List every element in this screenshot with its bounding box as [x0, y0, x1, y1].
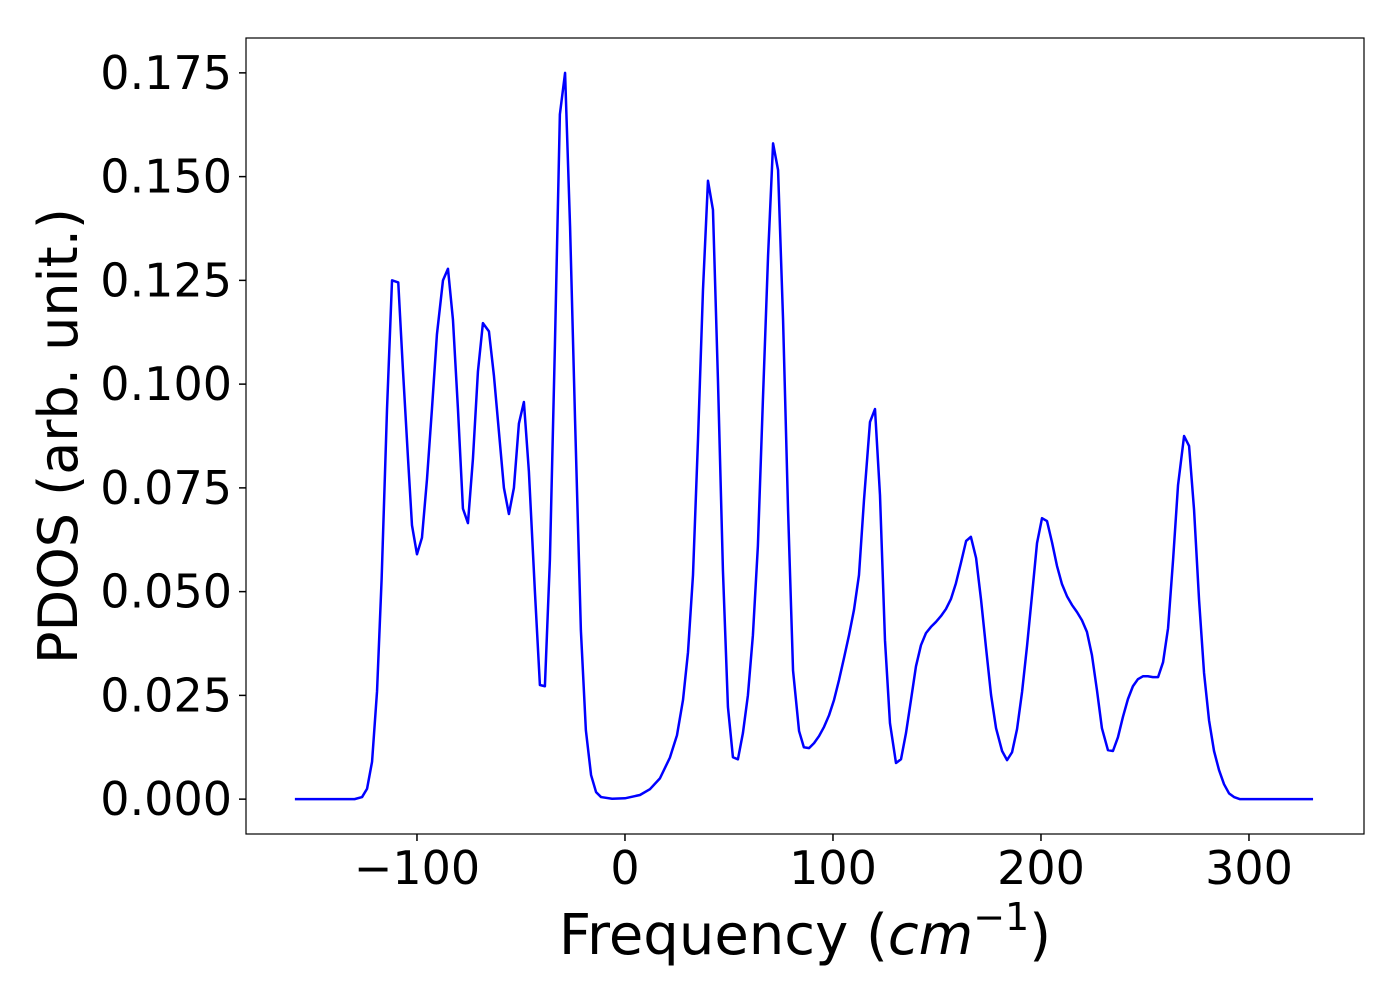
plot-frame [245, 37, 1365, 835]
x-axis-label: Frequency (cm−1) [559, 895, 1051, 968]
y-tick-label: 0.100 [100, 357, 232, 411]
y-tick-label: 0.000 [100, 772, 232, 826]
x-label-part: −1 [973, 895, 1029, 939]
x-label-part: ) [1029, 903, 1051, 968]
x-tick-label: 100 [789, 841, 877, 895]
line-series [294, 71, 1314, 801]
y-tick-label: 0.175 [100, 46, 232, 100]
x-tick-label: −100 [354, 841, 480, 895]
x-label-part: Frequency ( [559, 903, 888, 968]
y-tick-label: 0.025 [100, 668, 232, 722]
y-tick-label: 0.125 [100, 253, 232, 307]
x-label-part: cm [888, 903, 973, 968]
x-tick-label: 300 [1205, 841, 1293, 895]
x-tick-label: 0 [610, 841, 639, 895]
y-tick-label: 0.150 [100, 150, 232, 204]
y-tick-label: 0.050 [100, 565, 232, 619]
y-tick-label: 0.075 [100, 461, 232, 515]
y-axis-label: PDOS (arb. unit.) [27, 208, 90, 664]
x-tick-label: 200 [997, 841, 1085, 895]
